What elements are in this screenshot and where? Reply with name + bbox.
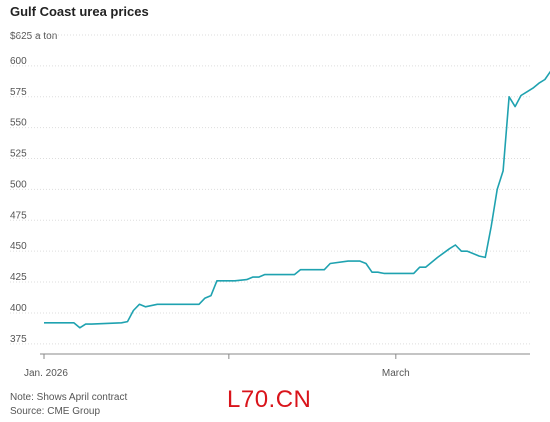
y-tick-label: 550 [10,118,27,129]
y-tick-label: 575 [10,87,27,98]
y-tick-label: 375 [10,334,27,345]
series-line [44,70,550,329]
chart-title: Gulf Coast urea prices [10,4,149,19]
y-tick-label: 400 [10,303,27,314]
y-tick-labels: 375 400 425 450 475 500 525 550 575 600 [10,56,27,345]
x-axis: Jan. 2026 March [24,353,530,379]
watermark-logo: L70.CN [227,386,312,413]
chart-source: Source: CME Group [10,406,101,417]
y-tick-label: 600 [10,56,27,67]
y-tick-label: 500 [10,179,27,190]
y-tick-label: 475 [10,210,27,221]
y-tick-label: 525 [10,149,27,160]
series-layer [44,70,550,329]
x-tick-label: March [382,368,410,379]
y-axis-unit-label: $625 a ton [10,31,58,42]
y-tick-label: 425 [10,272,27,283]
grid-lines [10,34,530,345]
x-tick-label: Jan. 2026 [24,368,68,379]
y-tick-label: 450 [10,241,27,252]
chart-note: Note: Shows April contract [10,392,128,403]
